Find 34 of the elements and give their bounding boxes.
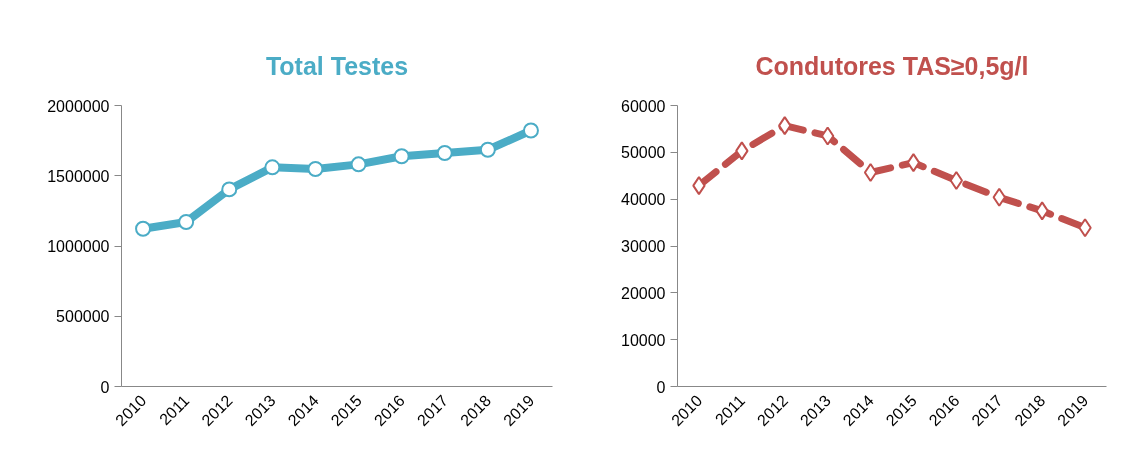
point — [906, 153, 921, 173]
y-tick-label: 10000 — [621, 331, 666, 349]
y-tick-label: 0 — [100, 378, 110, 396]
chart-title: Condutores TAS≥0,5g/l — [755, 51, 1029, 80]
y-tick-label: 0 — [656, 378, 666, 396]
point — [522, 122, 539, 139]
point — [178, 213, 195, 230]
point — [307, 161, 324, 177]
point — [1035, 201, 1049, 221]
point — [393, 148, 410, 165]
point — [1078, 218, 1092, 238]
point — [863, 162, 878, 182]
point — [264, 159, 281, 176]
y-tick-label: 1000000 — [47, 238, 110, 255]
point — [820, 126, 835, 146]
point — [479, 141, 496, 158]
y-tick-label: 50000 — [621, 144, 666, 162]
y-tick-label: 60000 — [621, 97, 666, 115]
y-tick-label: 2000000 — [47, 97, 110, 115]
y-tick-label: 20000 — [621, 284, 666, 302]
y-tick-label: 30000 — [621, 238, 666, 255]
point — [992, 187, 1006, 207]
y-tick-label: 1500000 — [47, 167, 110, 185]
point — [436, 145, 453, 161]
y-tick-label: 40000 — [621, 191, 666, 209]
point — [949, 170, 964, 190]
point — [135, 220, 152, 237]
point — [350, 156, 367, 173]
point — [735, 141, 749, 161]
y-tick-label: 500000 — [56, 308, 110, 326]
chart-title: Total Testes — [265, 51, 409, 80]
point — [221, 181, 238, 198]
point — [692, 176, 706, 196]
point — [778, 116, 792, 136]
